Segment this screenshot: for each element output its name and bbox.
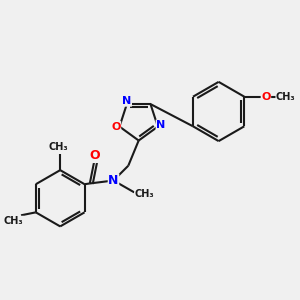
Text: CH₃: CH₃	[135, 189, 155, 199]
Text: CH₃: CH₃	[49, 142, 68, 152]
Text: N: N	[108, 174, 119, 187]
Text: CH₃: CH₃	[4, 216, 23, 226]
Text: O: O	[89, 149, 100, 162]
Text: O: O	[261, 92, 271, 102]
Text: N: N	[122, 96, 131, 106]
Text: O: O	[111, 122, 121, 132]
Text: N: N	[156, 120, 165, 130]
Text: CH₃: CH₃	[276, 92, 296, 102]
